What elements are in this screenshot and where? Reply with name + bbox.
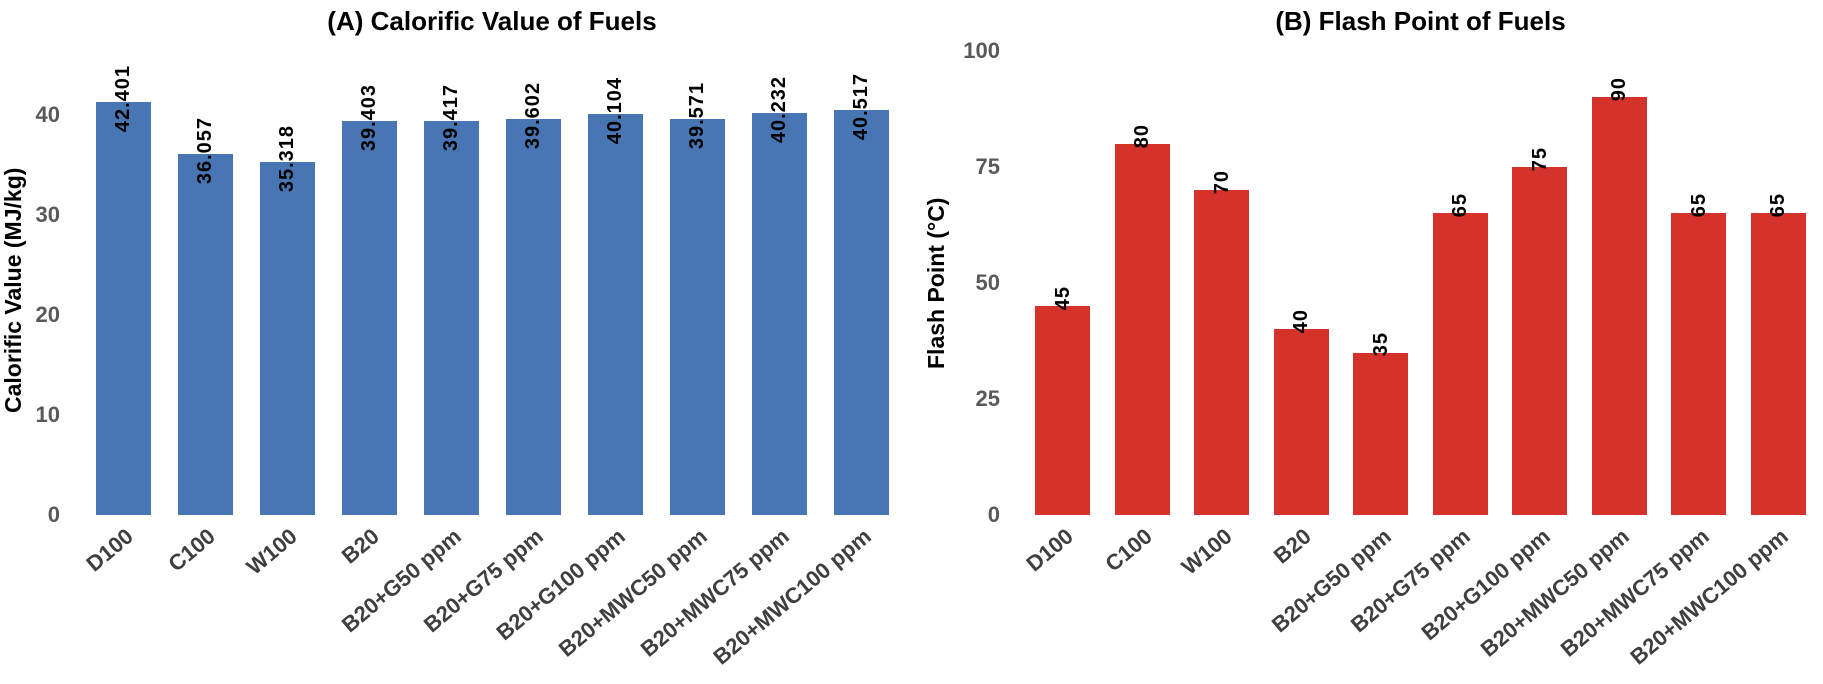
bar-value-label: 80 [1131,123,1154,148]
bar [1035,306,1091,515]
bar-slot: 80 C100 [1101,51,1183,576]
bar-value-label: 39.417 [440,83,462,151]
bar-slot: 39.417 B20+G50 ppm [337,65,492,637]
plot-area: 42.401 D100 36.057 C100 35.318 W100 39.403 B20 3… [81,65,902,670]
bar-value-label: 35.318 [276,124,298,192]
x-tick-label: D100 [1021,523,1078,577]
bar [587,113,643,515]
bar-value-label: 40.104 [604,76,626,144]
y-tick-label: 75 [975,154,1000,179]
bar-slot: 65 B20+MWC75 ppm [1556,51,1739,662]
bar-value-label: 35 [1369,332,1392,357]
x-tick-label: C100 [1100,523,1158,577]
bar [669,119,725,515]
bar [177,154,233,515]
y-axis-ticks: 0 10 20 30 40 [0,65,60,526]
bar [751,112,807,515]
bar [1273,329,1329,515]
chart-title: (A) Calorific Value of Fuels [327,6,657,36]
x-tick-label: W100 [241,523,302,580]
chart-panel-flash-point: (B) Flash Point of Fuels Flash Point (°C… [880,0,1823,684]
bar [95,102,151,515]
bar-value-label: 40.517 [850,72,872,140]
bar [1114,143,1170,515]
bar-slot: 90 B20+MWC50 ppm [1476,51,1660,662]
bar [1194,190,1250,515]
bar-value-label: 40.232 [768,75,790,143]
bar [1591,97,1647,515]
bar-value-label: 65 [1449,193,1472,218]
y-tick-label: 25 [975,386,1000,411]
bar [341,120,397,515]
y-tick-label: 20 [35,302,60,327]
bar-slot: 70 W100 [1176,51,1262,580]
y-tick-label: 50 [975,270,1000,295]
y-axis-ticks: 0 25 50 75 100 [880,40,1000,526]
y-tick-label: 0 [47,502,60,527]
bar-slot: 35 B20+G50 ppm [1267,51,1421,637]
bar-value-label: 90 [1608,77,1631,102]
bar [1432,213,1488,515]
bar-slot: 39.602 B20+G75 ppm [419,65,574,637]
bar [1512,167,1568,515]
bar-value-label: 65 [1687,193,1710,218]
x-tick-label: C100 [163,523,220,577]
x-tick-label: B20+MWC100 ppm [708,523,876,670]
bar-slot: 39.571 B20+MWC50 ppm [554,65,738,662]
y-tick-label: 10 [35,402,60,427]
bar-slot: 65 B20+MWC100 ppm [1626,51,1819,670]
x-tick-label: D100 [81,523,138,577]
x-tick-label: B20+MWC75 ppm [635,523,794,662]
bar-slot: 45 D100 [1021,51,1103,576]
bar [505,118,561,515]
y-tick-label: 40 [35,102,60,127]
bar-value-label: 42.401 [112,65,134,133]
y-tick-label: 0 [987,502,1000,527]
bar-value-label: 75 [1528,146,1551,171]
x-tick-label: B20+MWC100 ppm [1625,523,1794,670]
bar-slot: 65 B20+G75 ppm [1346,51,1501,637]
bar-value-label: 70 [1210,169,1233,195]
x-tick-label: B20 [336,523,384,569]
bar [1750,213,1806,515]
bar-slot: 40.517 B20+MWC100 ppm [708,65,902,670]
bar [1671,213,1727,515]
x-tick-label: B20 [1269,523,1317,569]
bar-slot: 42.401 D100 [81,65,164,576]
bar-slot: 36.057 C100 [163,65,246,576]
bar-slot: 39.403 B20 [328,65,410,569]
bar [259,161,315,515]
bar-value-label: 40 [1290,309,1313,334]
y-tick-label: 100 [963,38,1000,63]
bar-slot: 35.318 W100 [242,65,328,580]
bar-value-label: 39.571 [686,82,708,150]
bar-slot: 40 B20 [1262,51,1342,569]
x-tick-label: B20+MWC50 ppm [553,523,712,662]
bar-value-label: 36.057 [194,117,216,185]
x-tick-label: B20+MWC75 ppm [1555,523,1714,662]
bar-slot: 40.232 B20+MWC75 ppm [636,65,820,662]
x-tick-label: B20+MWC50 ppm [1476,523,1635,662]
chart-title: (B) Flash Point of Fuels [1275,6,1566,36]
bar-slot: 75 B20+G100 ppm [1416,51,1580,645]
bar-value-label: 65 [1767,193,1790,218]
bar-value-label: 45 [1051,285,1074,311]
bar-value-label: 39.403 [358,83,380,151]
bar [833,109,889,515]
plot-area: 45 D100 80 C100 70 W100 40 B20 35 B20+G50 ppm 65 B2… [1021,51,1819,670]
bar-slot: 40.104 B20+G100 ppm [491,65,656,645]
x-tick-label: W100 [1176,523,1237,580]
bar-value-label: 39.602 [522,81,544,149]
y-tick-label: 30 [35,202,60,228]
chart-panel-calorific-value: (A) Calorific Value of Fuels Calorific V… [0,0,889,684]
bar [423,120,479,515]
bar [1353,352,1409,515]
